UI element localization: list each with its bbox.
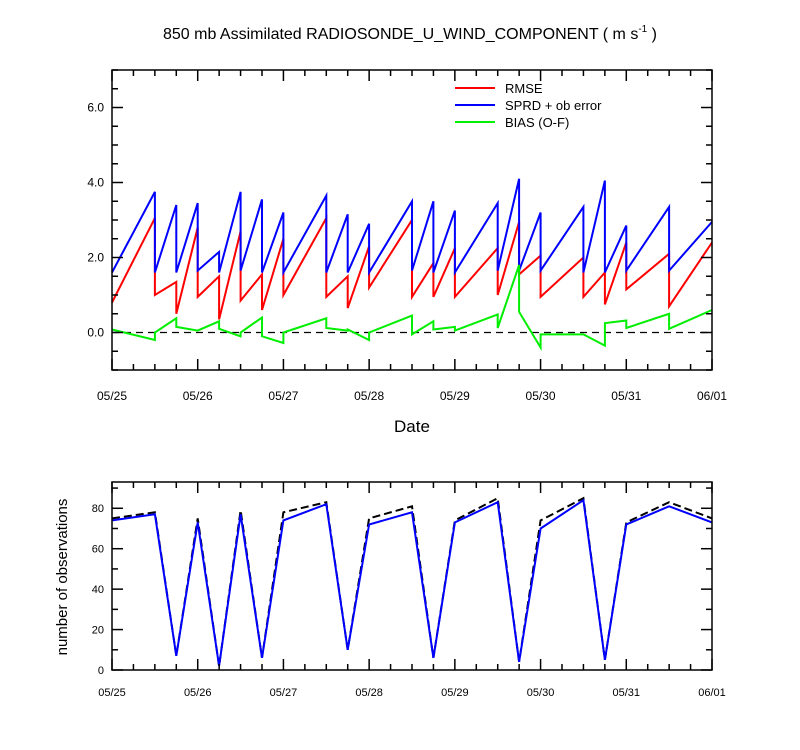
y-tick-label: 80	[92, 503, 104, 515]
bottom-chart: 05/25 05/26 05/27 05/28 05/29 05/30 05/31 06/01…	[92, 481, 726, 699]
plot-frame	[111, 481, 713, 671]
legend: RMSE SPRD + ob error BIAS (O-F)	[455, 81, 602, 130]
x-tick-label: 05/31	[611, 389, 641, 403]
legend-label: BIAS (O-F)	[505, 115, 569, 130]
chart-title-main: 850 mb Assimilated RADIOSONDE_U_WIND_COM…	[163, 26, 638, 43]
x-tick-label: 05/25	[97, 389, 127, 403]
legend-label: SPRD + ob error	[505, 98, 602, 113]
series-line-rmse	[111, 214, 713, 320]
x-axis-label: Date	[394, 417, 430, 436]
x-tick-label: 06/01	[698, 687, 726, 699]
x-tick-label: 05/29	[441, 687, 469, 699]
series-line-bias-o-f	[111, 264, 713, 352]
y-tick-label: 6.0	[87, 101, 104, 115]
y-tick-label: 0.0	[87, 326, 104, 340]
x-tick-label: 05/26	[183, 389, 213, 403]
y-tick-label: 20	[92, 624, 104, 636]
x-tick-label: 05/30	[527, 687, 555, 699]
chart-title: 850 mb Assimilated RADIOSONDE_U_WIND_COM…	[163, 24, 657, 43]
y-tick-label: 40	[92, 584, 104, 596]
legend-label: RMSE	[505, 81, 543, 96]
bottom-y-axis-label: number of observations	[54, 499, 71, 656]
top-chart: 05/25 05/26 05/27 05/28 05/29 05/30 05/31 06/01…	[87, 69, 727, 403]
x-tick-label: 05/29	[440, 389, 470, 403]
chart-title-superscript: -1	[638, 24, 647, 35]
x-tick-label: 05/27	[270, 687, 298, 699]
series-line-assimilated	[111, 498, 713, 667]
x-tick-label: 05/28	[355, 687, 383, 699]
x-tick-label: 05/31	[613, 687, 641, 699]
y-tick-label: 60	[92, 544, 104, 556]
series-line-sprd-ob-error	[111, 178, 713, 277]
y-tick-label: 4.0	[87, 176, 104, 190]
x-tick-label: 05/26	[184, 687, 212, 699]
y-tick-label: 2.0	[87, 251, 104, 265]
x-tick-label: 05/30	[526, 389, 556, 403]
x-tick-label: 05/25	[98, 687, 126, 699]
y-tick-label: 0	[98, 665, 104, 677]
x-tick-label: 05/27	[268, 389, 298, 403]
chart-title-close: )	[647, 26, 657, 43]
x-tick-label: 06/01	[697, 389, 727, 403]
x-tick-label: 05/28	[354, 389, 384, 403]
series-line-possible	[111, 496, 713, 667]
